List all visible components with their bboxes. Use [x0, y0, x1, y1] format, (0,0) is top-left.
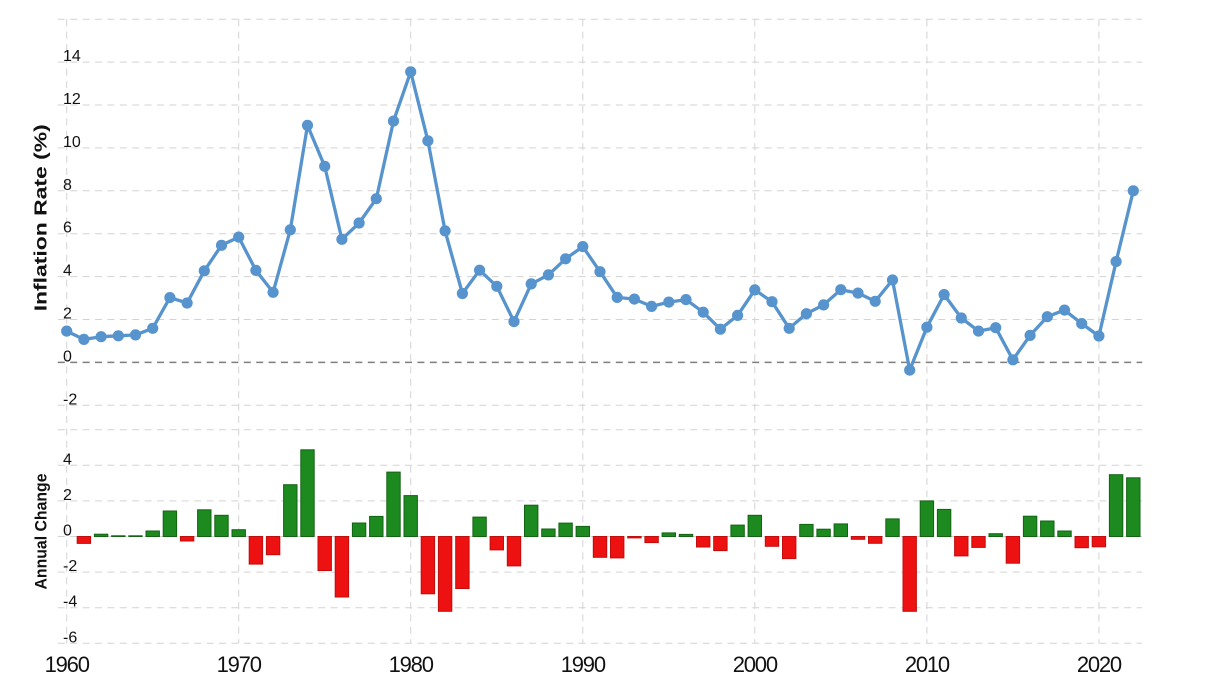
svg-text:12: 12: [63, 91, 81, 108]
svg-text:-2: -2: [63, 558, 77, 575]
svg-text:6: 6: [63, 220, 72, 237]
svg-text:0: 0: [63, 348, 72, 365]
svg-text:2000: 2000: [733, 652, 778, 677]
svg-text:Annual Change: Annual Change: [32, 474, 51, 590]
svg-text:2010: 2010: [905, 652, 950, 677]
svg-text:2: 2: [63, 487, 72, 504]
svg-text:2020: 2020: [1077, 652, 1122, 677]
svg-text:Inflation Rate (%): Inflation Rate (%): [31, 124, 51, 311]
svg-text:1960: 1960: [45, 652, 90, 677]
svg-text:-6: -6: [63, 629, 77, 646]
svg-text:0: 0: [63, 523, 72, 540]
svg-text:14: 14: [63, 48, 81, 65]
svg-text:1990: 1990: [561, 652, 606, 677]
svg-text:1970: 1970: [217, 652, 262, 677]
svg-text:-2: -2: [63, 391, 77, 408]
svg-text:8: 8: [63, 177, 72, 194]
svg-text:1980: 1980: [389, 652, 434, 677]
svg-text:4: 4: [63, 451, 72, 468]
svg-text:-4: -4: [63, 594, 77, 611]
svg-text:10: 10: [63, 134, 81, 151]
svg-text:4: 4: [63, 263, 72, 280]
svg-text:2: 2: [63, 306, 72, 323]
